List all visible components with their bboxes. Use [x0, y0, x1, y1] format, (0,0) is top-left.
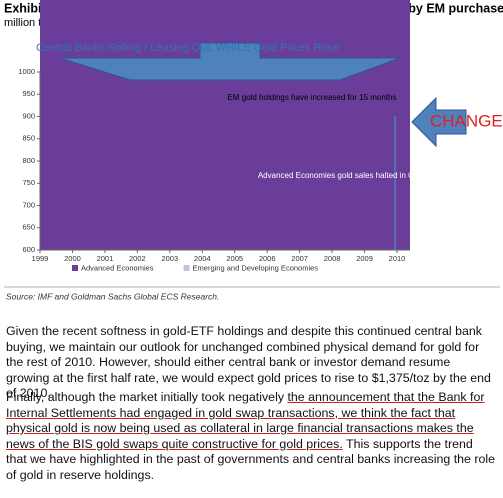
y-tick-label: 900	[22, 111, 35, 120]
chart: Exhibit 7: Gold reserve holdings have co…	[4, 0, 503, 301]
source: Source: IMF and Goldman Sachs Global ECS…	[6, 291, 219, 301]
x-tick-label: 2004	[194, 254, 211, 263]
y-tick-label: 600	[22, 245, 35, 254]
y-tick-label: 950	[22, 89, 35, 98]
y-tick-label: 700	[22, 200, 35, 209]
y-tick-label: 650	[22, 223, 35, 232]
x-tick-label: 2005	[226, 254, 243, 263]
change-label: CHANGE	[430, 111, 503, 130]
paragraph: Given the recent softness in gold-ETF ho…	[6, 324, 491, 400]
text: Finally, although the market initially t…	[6, 390, 288, 404]
banner-text: Central Banks Selling / Leasing Out, WHI…	[36, 42, 339, 54]
legend-swatch	[183, 265, 190, 271]
x-tick-label: 2000	[64, 254, 81, 263]
x-tick-label: 2003	[161, 254, 178, 263]
x-tick-label: 2010	[389, 254, 406, 263]
underlined-text: the announcement that the Bank for Inter…	[6, 390, 485, 451]
down-arrow	[59, 42, 401, 81]
em-note: EM gold holdings have increased for 15 m…	[228, 93, 397, 102]
x-tick-label: 2008	[324, 254, 341, 263]
paragraph: Finally, although the market initially t…	[6, 390, 496, 483]
y-tick-label: 800	[22, 156, 35, 165]
text: This supports the trend that we have hig…	[6, 436, 496, 482]
x-tick-label: 2002	[129, 254, 146, 263]
y-tick-label: 750	[22, 178, 35, 187]
y-tick-label: 850	[22, 134, 35, 143]
x-tick-label: 1999	[32, 254, 49, 263]
legend-label: Emerging and Developing Economies	[193, 263, 319, 272]
x-tick-label: 2001	[97, 254, 114, 263]
legend-label: Advanced Economies	[81, 263, 154, 272]
y-tick-label: 1000	[18, 67, 35, 76]
area	[40, 0, 410, 250]
left-arrow	[411, 96, 467, 148]
x-tick-label: 2009	[356, 254, 373, 263]
x-tick-label: 2007	[291, 254, 308, 263]
x-tick-label: 2006	[259, 254, 276, 263]
legend-swatch	[72, 265, 78, 271]
adv-note: Advanced Economies gold sales halted in …	[258, 171, 433, 180]
